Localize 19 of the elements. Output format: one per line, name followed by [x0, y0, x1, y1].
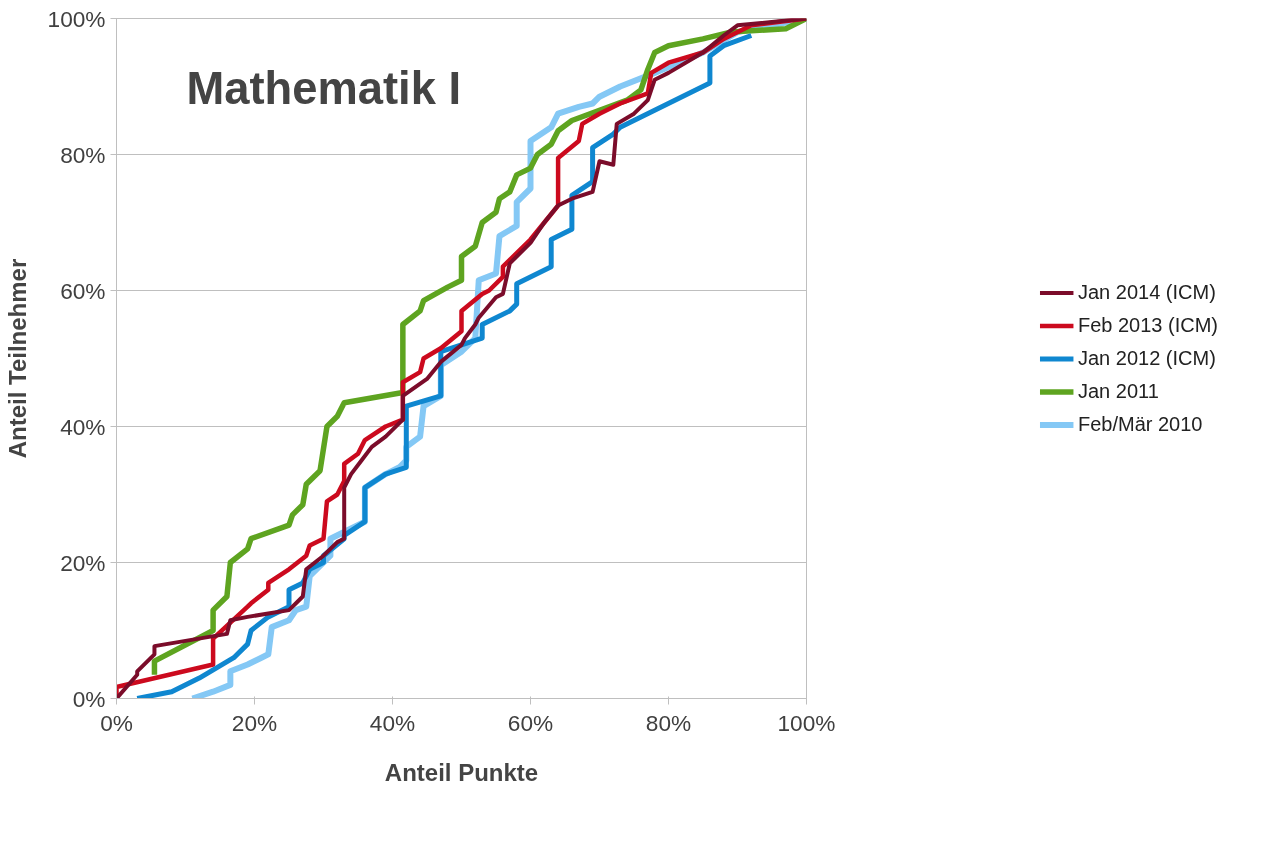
x-tick-label: 100% [777, 709, 836, 736]
x-tick-label: 60% [507, 709, 554, 736]
y-tick-label: 20% [60, 549, 106, 576]
x-tick-label: 80% [645, 709, 692, 736]
legend-label: Jan 2011 [1077, 379, 1159, 403]
legend-label: Feb/Mär 2010 [1077, 412, 1203, 436]
y-tick-label: 60% [60, 277, 106, 304]
y-tick-label: 40% [60, 413, 106, 440]
x-tick-label: 40% [369, 709, 416, 736]
y-axis-title: Anteil Teilnehmer [3, 258, 31, 459]
x-axis-title: Anteil Punkte [384, 758, 539, 786]
legend-label: Jan 2012 (ICM) [1077, 346, 1216, 370]
x-tick-label: 20% [231, 709, 278, 736]
legend-label: Jan 2014 (ICM) [1077, 280, 1216, 304]
x-tick-label: 0% [100, 709, 133, 736]
y-tick-label: 80% [60, 141, 106, 168]
y-tick-label: 100% [47, 5, 106, 32]
legend-label: Feb 2013 (ICM) [1077, 313, 1219, 337]
y-tick-label: 0% [72, 685, 106, 712]
